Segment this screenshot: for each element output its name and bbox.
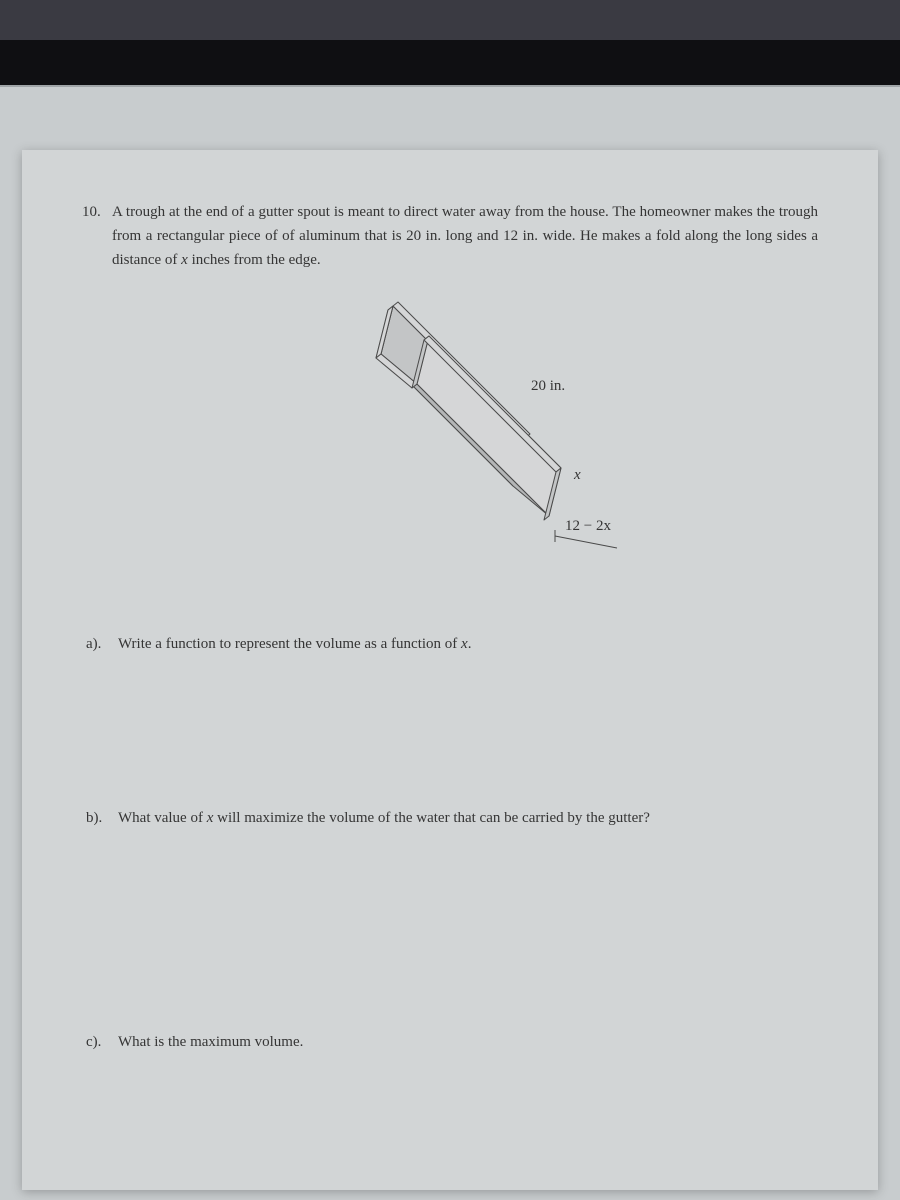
part-b-post: will maximize the volume of the water th…: [213, 810, 650, 826]
part-b-text: What value of x will maximize the volume…: [118, 806, 650, 830]
part-b-pre: What value of: [118, 810, 207, 826]
trough-figure: 20 in. x 12 − 2x: [82, 282, 818, 612]
part-b-tag: b).: [82, 806, 118, 830]
problem-statement: A trough at the end of a gutter spout is…: [112, 200, 818, 272]
part-a-pre: Write a function to represent the volume…: [118, 636, 461, 652]
part-c-text: What is the maximum volume.: [118, 1030, 303, 1054]
part-a-text: Write a function to represent the volume…: [118, 632, 471, 656]
part-c: c). What is the maximum volume.: [82, 1030, 818, 1054]
problem-10: 10. A trough at the end of a gutter spou…: [82, 200, 818, 272]
trough-front-inner: [417, 336, 561, 516]
part-a-post: .: [468, 636, 472, 652]
part-b: b). What value of x will maximize the vo…: [82, 806, 818, 830]
problem-text-part-2: inches from the edge.: [188, 252, 321, 268]
problem-var-x: x: [181, 252, 188, 268]
trough-svg: 20 in. x 12 − 2x: [317, 282, 657, 612]
part-a: a). Write a function to represent the vo…: [82, 632, 818, 656]
part-c-tag: c).: [82, 1030, 118, 1054]
figure-height-label: x: [573, 467, 581, 483]
part-a-var: x: [461, 636, 468, 652]
document-page: 10. A trough at the end of a gutter spou…: [22, 150, 878, 1190]
viewer-chrome: 10. A trough at the end of a gutter spou…: [0, 0, 900, 1200]
part-c-pre: What is the maximum volume.: [118, 1034, 303, 1050]
part-a-tag: a).: [82, 632, 118, 656]
figure-base-label: 12 − 2x: [565, 518, 611, 534]
problem-number: 10.: [82, 200, 112, 272]
figure-length-label: 20 in.: [531, 378, 565, 394]
